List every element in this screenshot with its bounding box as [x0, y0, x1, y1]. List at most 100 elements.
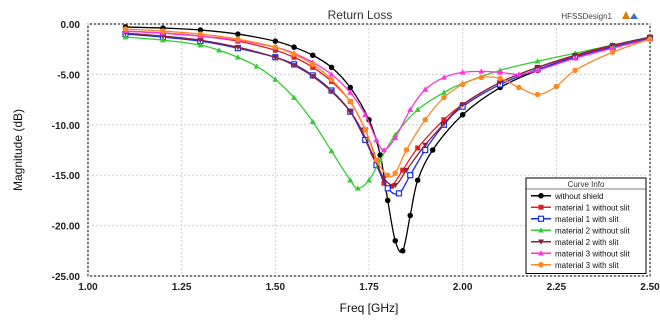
legend-label: material 2 with slit	[555, 238, 619, 247]
legend: Curve Info without shield material 1 witho…	[525, 177, 647, 274]
data-point	[403, 147, 410, 153]
x-tick-label: 1.50	[266, 282, 286, 293]
data-point	[538, 239, 544, 245]
x-tick-label: 2.25	[547, 282, 567, 293]
legend-item: material 2 without slit	[531, 226, 630, 235]
data-point	[253, 63, 260, 69]
data-point	[459, 111, 466, 118]
data-point	[407, 106, 414, 112]
data-point	[553, 83, 560, 90]
design-logo-icon	[622, 11, 638, 19]
data-point	[497, 69, 504, 75]
x-axis-label: Freq [GHz]	[340, 301, 399, 315]
data-point	[362, 127, 369, 133]
data-point	[272, 44, 279, 50]
data-point	[440, 89, 447, 95]
data-point	[122, 34, 129, 40]
legend-item: material 2 with slit	[531, 238, 619, 247]
legend-item: material 1 without slit	[531, 203, 630, 212]
data-point	[422, 146, 429, 154]
y-tick-label: -10.00	[52, 121, 81, 132]
data-point	[538, 227, 544, 233]
data-point	[609, 49, 616, 55]
data-point	[291, 51, 297, 57]
data-point	[459, 69, 466, 75]
data-point	[388, 183, 394, 189]
data-point	[384, 172, 391, 178]
data-point	[538, 204, 544, 210]
data-point	[328, 148, 335, 154]
data-point	[347, 177, 354, 183]
data-point	[197, 37, 204, 44]
legend-label: material 3 with slit	[555, 261, 619, 270]
data-point	[216, 47, 223, 53]
data-point	[609, 45, 616, 51]
legend-label: without shield	[554, 192, 603, 201]
grid-lines	[87, 23, 651, 277]
y-tick-label: -15.00	[52, 171, 81, 182]
legend-label: material 1 with slit	[555, 215, 619, 224]
legend-title: Curve Info	[568, 180, 605, 189]
chart-title: Return Loss	[328, 8, 393, 22]
data-point	[537, 215, 545, 222]
data-point	[272, 76, 279, 82]
data-point	[392, 134, 399, 141]
data-point	[291, 94, 298, 100]
data-point	[395, 190, 403, 197]
x-tick-label: 1.00	[78, 282, 98, 293]
legend-item: material 1 with slit	[531, 215, 619, 224]
x-tick-label: 2.50	[640, 282, 660, 293]
data-point	[310, 61, 316, 68]
data-point	[328, 64, 335, 71]
data-point	[538, 250, 544, 256]
legend-label: material 3 without slit	[555, 249, 630, 258]
data-point	[407, 212, 413, 219]
data-point	[122, 26, 129, 32]
legend-label: material 2 without slit	[555, 226, 630, 235]
data-point	[429, 147, 436, 153]
data-point	[347, 89, 354, 95]
data-point	[422, 142, 429, 148]
y-tick-label: -20.00	[52, 222, 81, 233]
data-point	[516, 84, 522, 91]
data-point	[392, 237, 398, 244]
data-point	[234, 44, 241, 51]
data-point	[459, 81, 466, 88]
data-point	[347, 84, 354, 91]
y-tick-label: -25.00	[52, 272, 81, 283]
data-point	[400, 167, 406, 173]
legend-item: material 3 with slit	[531, 261, 619, 270]
data-point	[373, 136, 380, 143]
data-point	[328, 71, 335, 77]
x-tick-label: 1.75	[359, 282, 379, 293]
legend-item: material 3 without slit	[531, 249, 630, 258]
x-tick-label: 2.00	[453, 282, 473, 293]
data-point	[362, 111, 369, 117]
data-point	[534, 67, 541, 73]
data-point	[403, 167, 410, 174]
data-point	[538, 193, 544, 199]
data-point	[534, 91, 541, 98]
design-name: HFSSDesign1	[561, 12, 612, 21]
data-point	[272, 38, 279, 44]
x-tick-label: 1.25	[172, 282, 192, 293]
y-axis-label: Magnitude (dB)	[11, 109, 25, 191]
y-tick-label: 0.00	[61, 20, 81, 31]
data-point	[366, 177, 372, 183]
data-point	[328, 76, 335, 83]
data-point	[354, 185, 361, 191]
data-point	[497, 80, 504, 86]
data-point	[497, 75, 503, 82]
data-point	[572, 55, 579, 61]
data-point	[197, 42, 204, 48]
data-point	[441, 94, 447, 101]
data-point	[414, 177, 421, 183]
data-point	[392, 170, 398, 176]
data-point	[384, 185, 391, 192]
data-point	[380, 175, 387, 182]
data-point	[538, 262, 544, 268]
y-tick-label: -5.00	[57, 70, 80, 81]
data-point	[407, 172, 414, 179]
data-point	[310, 64, 316, 70]
data-point	[459, 102, 466, 108]
